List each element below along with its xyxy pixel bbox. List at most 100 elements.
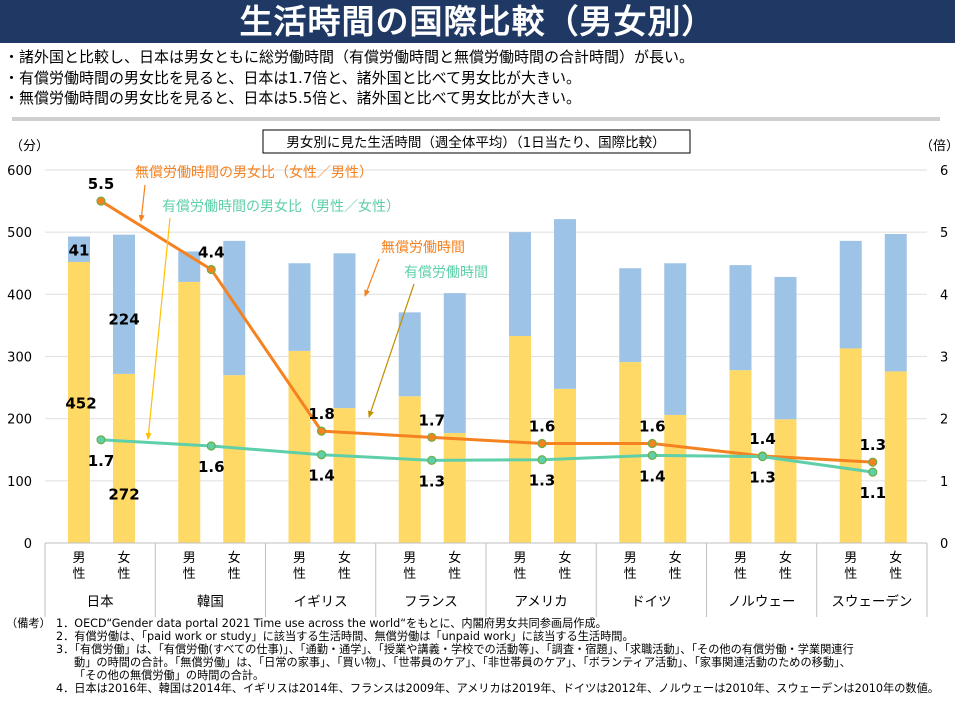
bar-unpaid-female — [884, 234, 907, 372]
x-sex-label: 性 — [228, 567, 241, 582]
y2-tick-label: 3 — [940, 351, 948, 366]
annotations: 無償労働時間の男女比（女性／男性） 有償労働時間の男女比（男性／女性） 無償労働時間… — [135, 164, 488, 440]
ratio-data-label: 1.1 — [859, 484, 886, 502]
line-marker — [427, 432, 437, 442]
bar-paid-female — [554, 388, 576, 543]
annotation-paid-ratio: 有償労働時間の男女比（男性／女性） — [162, 198, 400, 215]
bar-paid-male — [68, 262, 90, 543]
ratio-data-label: 1.8 — [308, 405, 335, 423]
x-sex-label: 性 — [734, 567, 747, 582]
chart-title-box — [262, 129, 691, 154]
line-marker — [537, 438, 547, 449]
y-tick-label: 600 — [7, 164, 32, 179]
bar-unpaid-male — [68, 236, 90, 263]
line-marker — [647, 438, 657, 449]
ratio-data-label: 1.7 — [88, 452, 115, 470]
y-axis-label: （分） — [10, 139, 49, 154]
bar-unpaid-male — [619, 268, 642, 363]
ratio-data-label: 1.3 — [418, 472, 445, 490]
y2-tick-label: 0 — [940, 537, 948, 552]
x-sex-label: 性 — [293, 567, 306, 582]
x-sex-label: 性 — [117, 567, 130, 582]
divider — [12, 117, 940, 121]
line-marker — [647, 450, 657, 460]
line-marker — [96, 435, 106, 445]
x-sex-label: 性 — [338, 567, 351, 582]
bullet-item: ・有償労働時間の男女比を見ると、日本は1.7倍と、諸外国と比べて男女比が大きい。 — [4, 68, 582, 87]
line-marker — [427, 455, 437, 465]
arrow-icon — [138, 184, 146, 222]
x-country-label: 日本 — [87, 594, 114, 610]
page-title: 生活時間の国際比較（男女別） — [0, 0, 955, 43]
x-sex-label: 性 — [403, 567, 416, 582]
bar-paid-female — [443, 432, 466, 543]
line-unpaid-ratio — [100, 199, 873, 464]
x-sex-label: 性 — [183, 567, 196, 582]
y2-tick-label: 4 — [940, 288, 948, 303]
x-sex-label: 性 — [844, 567, 857, 582]
ratio-lines — [96, 196, 878, 477]
bar-unpaid-male — [729, 265, 752, 371]
time-use-chart: 01002003004005006000123456男性女性日本男性女性韓国男性… — [7, 129, 955, 617]
line-marker — [868, 457, 878, 467]
x-sex-label: 性 — [624, 567, 637, 582]
footnotes: （備考） 1．OECD“Gender data portal 2021 Time … — [6, 617, 939, 695]
note-item: 3．「有償労働」は、「有償労働(すべての仕事)」、「通勤・通学」、「授業や講義・… — [56, 643, 854, 656]
arrow-icon — [368, 283, 415, 418]
ratio-data-label: 1.6 — [529, 418, 556, 436]
x-sex-label: 性 — [889, 567, 902, 582]
x-sex-label: 女 — [669, 550, 682, 566]
bar-unpaid-female — [333, 253, 356, 409]
bar-paid-female — [774, 419, 797, 543]
x-country-label: 韓国 — [197, 594, 224, 610]
bar-unpaid-female — [223, 240, 246, 376]
bar-paid-female — [884, 371, 907, 543]
note-item: 4．日本は2016年、韓国は2014年、イギリスは2014年、フランスは2009… — [56, 682, 939, 695]
ratio-data-label: 1.6 — [639, 418, 666, 436]
bar-paid-female — [223, 375, 246, 543]
bar-unpaid-male — [288, 263, 311, 351]
bullet-item: ・無償労働時間の男女比を見ると、日本は5.5倍と、諸外国と比べて男女比が大きい。 — [4, 89, 582, 107]
axes: 01002003004005006000123456男性女性日本男性女性韓国男性… — [7, 164, 948, 617]
ratio-data-label: 1.4 — [639, 467, 666, 485]
data-labels: 5.5 4.4 1.8 1.7 1.6 1.6 1.4 1.3 1.7 1.6 1.4 1.3 1.3 1… — [65, 175, 886, 503]
bar-paid-female — [113, 373, 135, 543]
notes-label: （備考） — [6, 617, 51, 630]
line-marker — [868, 467, 878, 477]
line-marker — [206, 264, 216, 275]
bar-paid-male — [509, 335, 531, 543]
note-item: 動」の時間の合計。「無償労働」は、「日常の家事」、「買い物」、「世帯員のケア」、… — [74, 656, 851, 669]
bar-unpaid-female — [113, 234, 135, 374]
x-country-label: ドイツ — [631, 594, 672, 610]
line-marker — [757, 451, 768, 462]
ratio-data-label: 1.6 — [198, 458, 225, 476]
bar-unpaid-male — [839, 240, 862, 349]
y-tick-label: 0 — [24, 537, 32, 552]
annotation-paid-time: 有償労働時間 — [404, 265, 488, 281]
x-sex-label: 男 — [72, 551, 85, 566]
x-sex-label: 男 — [293, 551, 306, 566]
x-sex-label: 男 — [513, 551, 526, 566]
x-country-label: フランス — [404, 594, 458, 610]
x-country-label: スウェーデン — [831, 593, 912, 610]
x-sex-label: 女 — [228, 550, 241, 566]
bar-unpaid-female — [554, 219, 576, 389]
bar-paid-male — [398, 396, 421, 543]
bar-unpaid-male — [509, 232, 531, 336]
y-tick-label: 500 — [7, 226, 32, 241]
ratio-data-label: 5.5 — [88, 175, 115, 193]
summary-bullets: ・諸外国と比較し、日本は男女ともに総労働時間（有償労働時間と無償労働時間の合計時… — [4, 47, 694, 109]
y2-tick-label: 1 — [940, 475, 948, 490]
bar-unpaid-male — [398, 312, 421, 397]
y-tick-label: 400 — [7, 288, 32, 303]
bars — [68, 219, 907, 543]
bar-value-label: 272 — [108, 485, 139, 503]
note-item: 2．有償労働は、「paid work or study」に該当する生活時間、無償… — [56, 630, 634, 643]
x-sex-label: 男 — [844, 551, 857, 566]
line-marker — [537, 455, 547, 465]
arrow-icon — [145, 217, 171, 440]
x-sex-label: 性 — [669, 567, 682, 582]
annotation-unpaid-time: 無償労働時間 — [381, 240, 465, 256]
bar-unpaid-female — [664, 263, 687, 415]
y-tick-label: 300 — [7, 351, 32, 366]
